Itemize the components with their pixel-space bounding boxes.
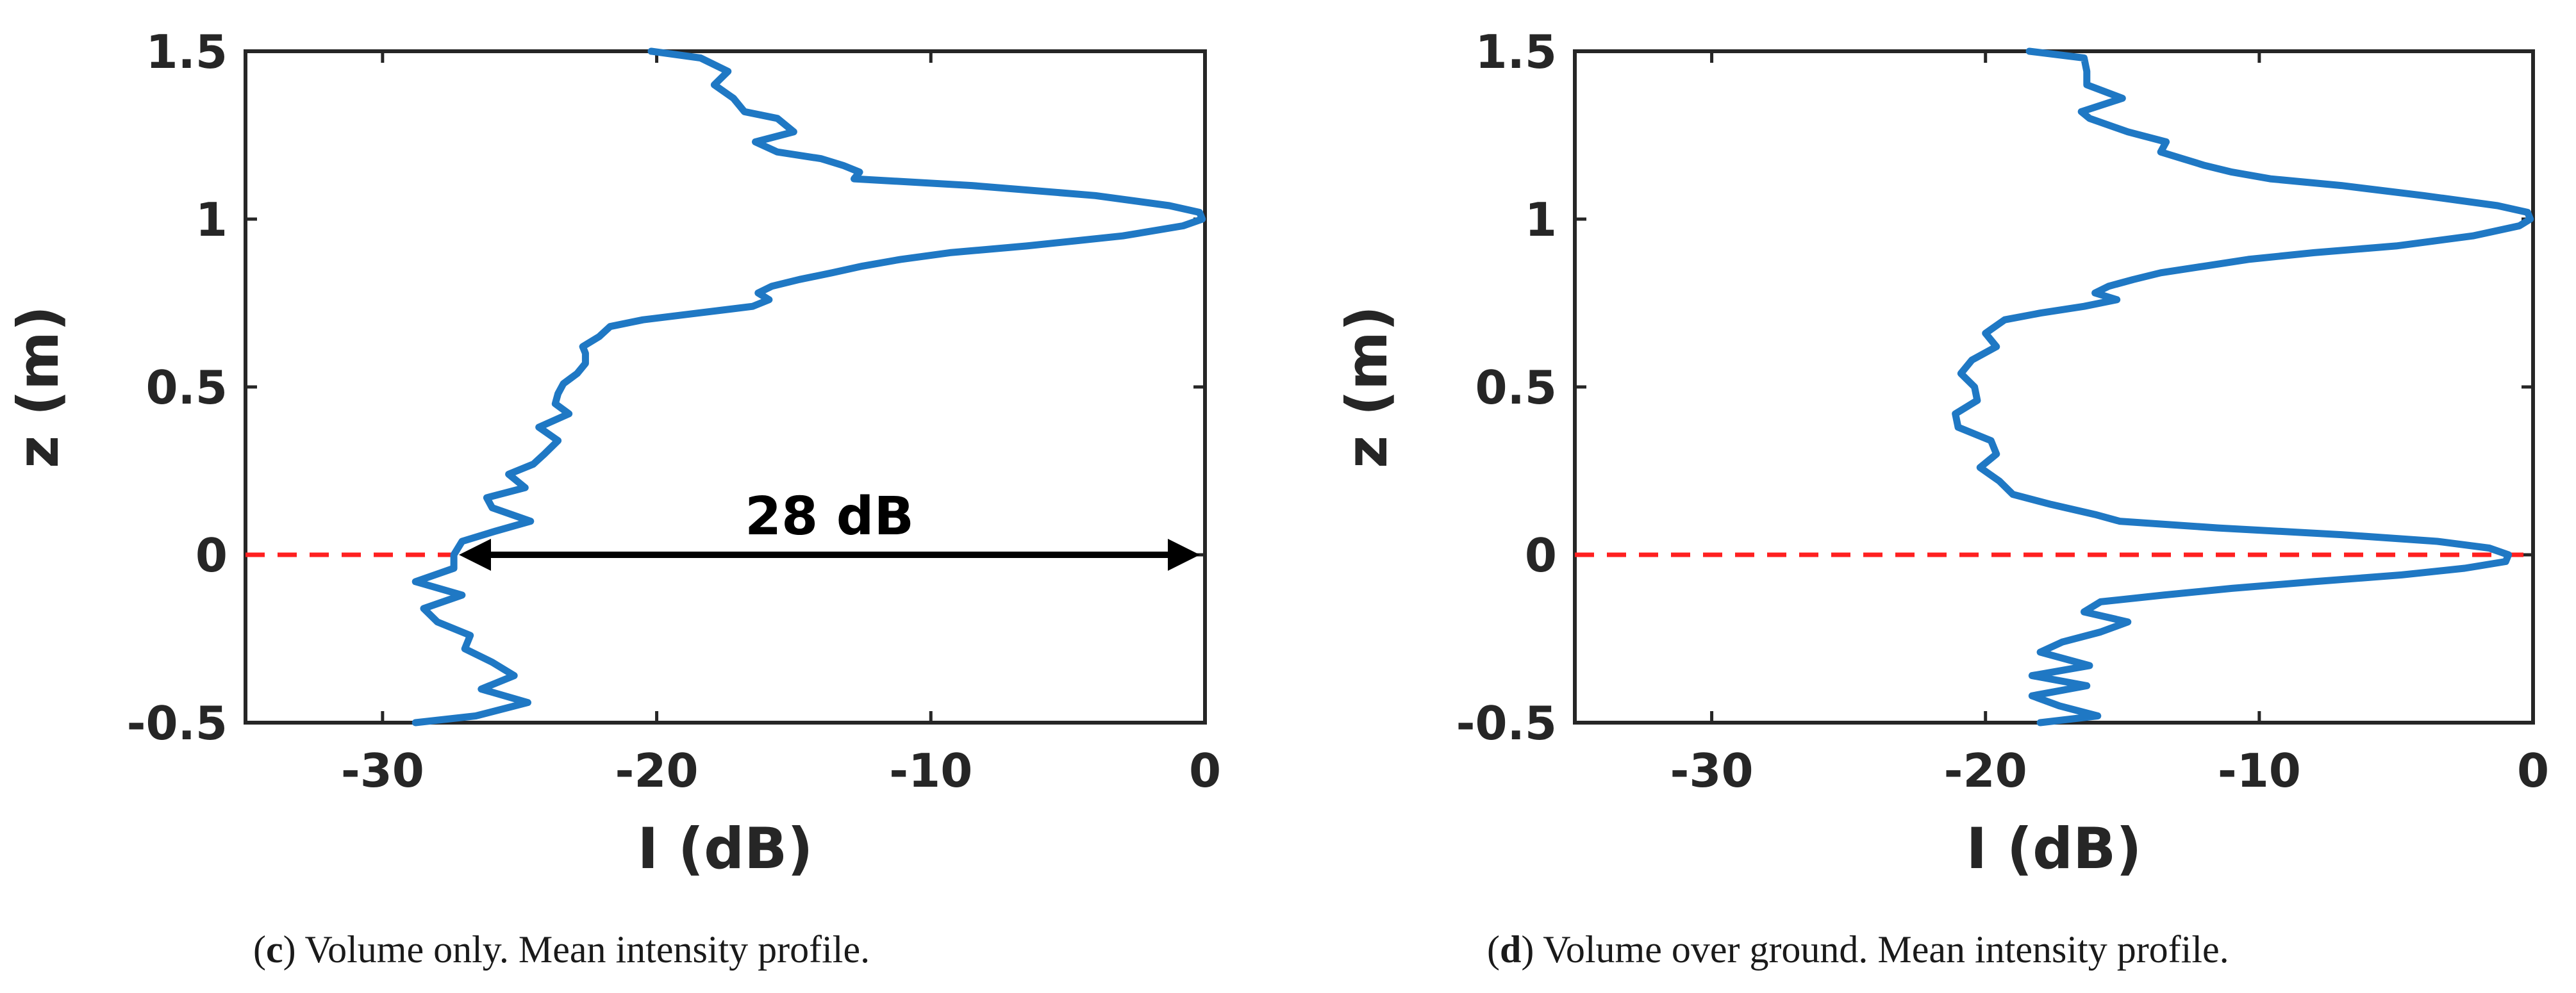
y-tick-label-c: 1: [195, 193, 228, 247]
caption-d: (d) Volume over ground. Mean intensity p…: [1487, 928, 2229, 971]
y-tick-label-c: 0: [195, 529, 228, 582]
y-tick-label-d: -0.5: [1456, 696, 1557, 750]
y-tick-label-d: 1.5: [1475, 25, 1557, 79]
y-tick-label-c: 0.5: [145, 361, 228, 414]
caption-c: (c) Volume only. Mean intensity profile.: [253, 928, 870, 971]
caption-c-text: Volume only. Mean intensity profile.: [304, 928, 870, 971]
x-tick-label-d: -10: [2218, 744, 2301, 798]
y-tick-label-d: 0.5: [1475, 361, 1557, 414]
y-axis-label-d: z (m): [1334, 306, 1400, 468]
x-tick-label-d: -30: [1670, 744, 1754, 798]
intensity-curve-d: [1952, 47, 2534, 726]
caption-d-letter: d: [1499, 928, 1522, 971]
x-tick-label-d: -20: [1944, 744, 2027, 798]
caption-d-text: Volume over ground. Mean intensity profi…: [1543, 928, 2229, 971]
x-axis-label-c: I (dB): [638, 816, 813, 882]
intensity-curve-c: [411, 47, 1206, 726]
axes-frame-d: [1573, 49, 2535, 725]
y-tick-label-d: 1: [1525, 193, 1557, 247]
y-tick-label-c: -0.5: [127, 696, 228, 750]
x-tick-label-c: -10: [889, 744, 972, 798]
chart-c: -30 -20 -10 0 -0.5 0 0.5 1 1.5 I (dB) z (m) 28 dB: [5, 25, 1221, 882]
chart-d: -30 -20 -10 0 -0.5 0 0.5 1 1.5 I (dB) z (m): [1334, 25, 2549, 882]
x-axis-label-d: I (dB): [1966, 816, 2142, 882]
caption-c-letter: c: [265, 928, 283, 971]
axes-frame-c: [244, 49, 1207, 725]
x-tick-label-c: 0: [1189, 744, 1221, 798]
x-tick-label-c: -20: [615, 744, 699, 798]
x-tick-label-d: 0: [2517, 744, 2549, 798]
y-tick-label-d: 0: [1525, 529, 1557, 582]
y-axis-label-c: z (m): [5, 306, 71, 468]
y-tick-label-c: 1.5: [145, 25, 228, 79]
x-tick-label-c: -30: [341, 744, 424, 798]
annotation-label-c: 28 dB: [745, 486, 914, 547]
